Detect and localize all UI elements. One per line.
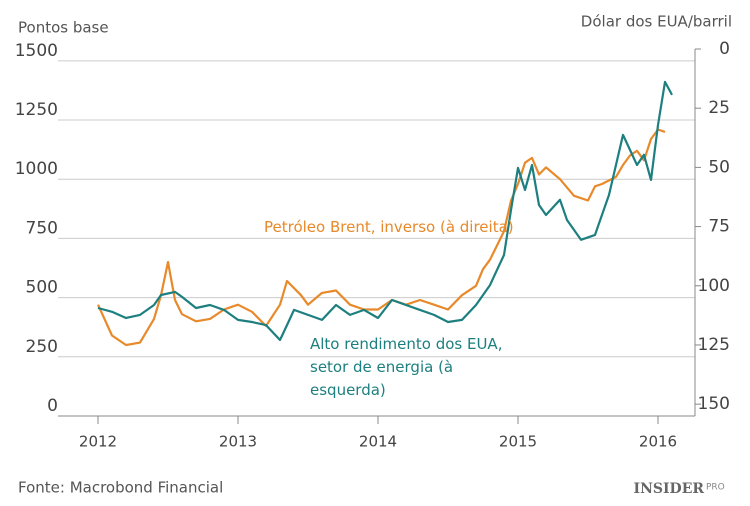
y-tick-label: 1250 [15,100,58,120]
brent-label: Petróleo Brent, inverso (à direita) [264,218,514,236]
y2-tick-label: 50 [708,157,730,177]
y-tick-label: 750 [26,218,58,238]
x-tick-label: 2014 [359,433,397,451]
y2-tick-label: 100 [698,276,730,296]
y-axis-label: Pontos base [18,19,109,37]
series-line [96,128,666,347]
x-tick-label: 2016 [639,433,677,451]
y2-tick-label: 125 [698,335,730,355]
highyield-label: Alto rendimento dos EUA, setor de energi… [310,335,503,399]
brand-suffix: PRO [706,483,725,493]
y-tick-label: 250 [26,337,58,357]
x-tick-label: 2012 [79,433,117,451]
y2-tick-label: 25 [708,98,730,118]
y2-tick-label: 75 [708,217,730,237]
brand: INSIDER [634,481,705,497]
y2-tick-label: 0 [719,39,730,59]
source: Fonte: Macrobond Financial [18,479,223,497]
x-tick-label: 2013 [219,433,257,451]
y-tick-label: 0 [47,396,58,416]
y2-tick-label: 150 [698,394,730,414]
x-tick-label: 2015 [499,433,537,451]
y2-axis-label: Dólar dos EUA/barril [581,13,732,31]
y-tick-label: 1500 [15,41,58,61]
y-tick-label: 1000 [15,159,58,179]
y-tick-label: 500 [26,278,58,298]
series-line [97,80,673,342]
